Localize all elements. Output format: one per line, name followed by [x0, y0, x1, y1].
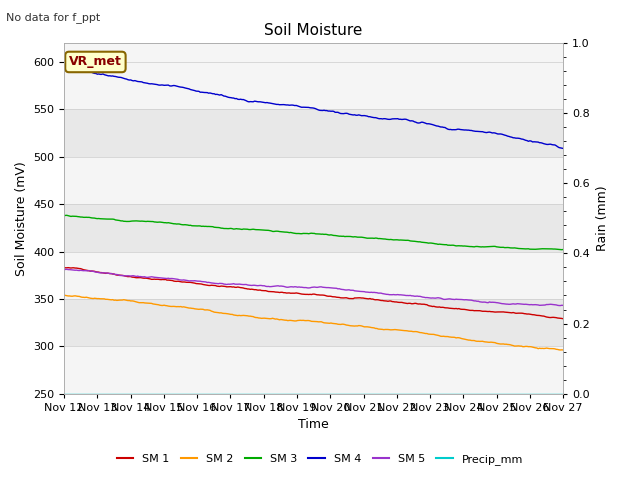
Legend: SM 1, SM 2, SM 3, SM 4, SM 5, Precip_mm: SM 1, SM 2, SM 3, SM 4, SM 5, Precip_mm: [112, 450, 528, 469]
Bar: [64, 346, 563, 394]
Bar: [64, 204, 563, 252]
Bar: [64, 109, 563, 157]
Bar: [64, 43, 563, 62]
Title: Soil Moisture: Soil Moisture: [264, 23, 363, 38]
Y-axis label: Rain (mm): Rain (mm): [596, 186, 609, 251]
Y-axis label: Soil Moisture (mV): Soil Moisture (mV): [15, 161, 28, 276]
X-axis label: Time: Time: [298, 418, 329, 431]
Text: No data for f_ppt: No data for f_ppt: [6, 12, 100, 23]
Bar: [64, 299, 563, 346]
Text: VR_met: VR_met: [69, 56, 122, 69]
Bar: [64, 252, 563, 299]
Bar: [64, 62, 563, 109]
Bar: [64, 157, 563, 204]
